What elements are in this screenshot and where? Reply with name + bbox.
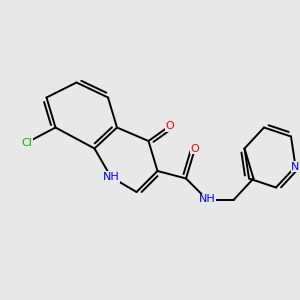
Text: O: O — [165, 121, 174, 131]
Text: Cl: Cl — [22, 137, 32, 148]
Text: O: O — [190, 143, 200, 154]
Text: NH: NH — [103, 172, 119, 182]
Text: NH: NH — [199, 194, 215, 205]
Text: N: N — [291, 161, 300, 172]
